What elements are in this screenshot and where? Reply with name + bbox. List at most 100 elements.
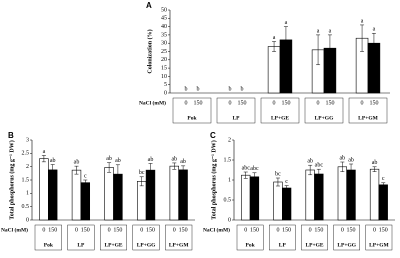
x-tick-label: LP+GM bbox=[169, 242, 189, 248]
error-bar bbox=[371, 32, 376, 54]
significance-letter: abc bbox=[315, 163, 324, 169]
y-tick-label: 0 bbox=[164, 90, 167, 96]
significance-letter: c bbox=[382, 176, 385, 182]
y-tick-label: 0.5 bbox=[22, 204, 30, 210]
y-tick-label: 0.5 bbox=[224, 197, 232, 203]
group-box bbox=[348, 97, 388, 124]
nacl-level-label: 0 bbox=[273, 100, 276, 106]
group-box bbox=[304, 97, 344, 124]
bar bbox=[39, 158, 49, 221]
nacl-level-label: 0 bbox=[309, 227, 312, 233]
error-bar bbox=[272, 41, 277, 52]
error-bar bbox=[308, 164, 313, 176]
error-bar bbox=[107, 162, 112, 173]
x-tick-label: LP+GG bbox=[315, 115, 334, 121]
group-box bbox=[301, 224, 328, 251]
y-tick-label: 35 bbox=[161, 32, 167, 38]
nacl-level-label: 150 bbox=[369, 100, 378, 106]
bar bbox=[104, 167, 114, 221]
error-bar bbox=[275, 177, 280, 187]
bar bbox=[136, 181, 147, 221]
nacl-level-label: 150 bbox=[250, 227, 259, 233]
bar bbox=[273, 181, 283, 221]
y-tick-label: 40 bbox=[161, 24, 167, 30]
significance-letter: c bbox=[84, 173, 87, 179]
bar bbox=[178, 169, 188, 221]
nacl-level-label: 0 bbox=[108, 227, 111, 233]
error-bar bbox=[372, 166, 377, 172]
x-axis-label: NaCl (mM) bbox=[203, 226, 230, 233]
error-bar bbox=[360, 24, 365, 52]
nacl-level-label: 0 bbox=[373, 227, 376, 233]
x-tick-label: LP+GG bbox=[337, 242, 356, 248]
bar bbox=[80, 182, 91, 221]
significance-letter: ab bbox=[348, 157, 354, 163]
group-box bbox=[365, 224, 393, 251]
error-bar bbox=[284, 185, 289, 191]
significance-letter: a bbox=[43, 149, 46, 155]
y-tick-label: 2.5 bbox=[22, 151, 30, 157]
y-tick-label: 1.5 bbox=[224, 157, 232, 163]
y-tick-label: 2 bbox=[26, 164, 29, 170]
y-axis-label: Colonization (%) bbox=[146, 29, 153, 73]
group-box bbox=[34, 224, 62, 251]
significance-letter: a bbox=[373, 27, 376, 33]
x-tick-label: Pok bbox=[44, 242, 54, 248]
panel-label: B bbox=[8, 131, 14, 140]
nacl-level-label: 0 bbox=[229, 100, 232, 106]
nacl-level-label: 0 bbox=[75, 227, 78, 233]
nacl-level-label: 150 bbox=[379, 227, 388, 233]
nacl-level-label: 150 bbox=[193, 100, 202, 106]
significance-letter: ab bbox=[171, 156, 177, 162]
significance-letter: a bbox=[285, 20, 288, 26]
bar bbox=[346, 169, 356, 221]
y-tick-label: 1 bbox=[228, 177, 231, 183]
significance-letter: b bbox=[196, 86, 199, 92]
significance-letter: ab bbox=[106, 156, 112, 162]
nacl-level-label: 150 bbox=[48, 227, 57, 233]
significance-letter: a bbox=[329, 28, 332, 34]
x-tick-label: LP bbox=[279, 242, 287, 248]
significance-letter: b bbox=[240, 86, 243, 92]
group-box bbox=[165, 224, 193, 251]
nacl-level-label: 150 bbox=[314, 227, 323, 233]
bar bbox=[169, 165, 179, 221]
significance-letter: abc bbox=[250, 166, 259, 172]
y-tick-label: 30 bbox=[161, 41, 167, 47]
significance-letter: abc bbox=[242, 165, 251, 171]
bar bbox=[267, 46, 281, 94]
nacl-level-label: 0 bbox=[185, 100, 188, 106]
y-tick-label: 5 bbox=[164, 82, 167, 88]
bar bbox=[281, 187, 292, 221]
x-tick-label: LP+GM bbox=[358, 115, 378, 121]
y-tick-label: 0 bbox=[26, 217, 29, 223]
significance-letter: ab bbox=[50, 158, 56, 164]
nacl-level-label: 150 bbox=[237, 100, 246, 106]
bar bbox=[145, 169, 156, 221]
significance-letter: c bbox=[285, 179, 288, 185]
x-tick-label: LP+GE bbox=[305, 242, 323, 248]
error-bar bbox=[252, 172, 257, 182]
error-bar bbox=[349, 163, 354, 177]
group-box bbox=[236, 224, 264, 251]
significance-letter: ab bbox=[74, 160, 80, 166]
significance-letter: b bbox=[229, 86, 232, 92]
bar bbox=[249, 176, 260, 221]
nacl-level-label: 150 bbox=[347, 227, 356, 233]
significance-letter: b bbox=[185, 86, 188, 92]
significance-letter: bc bbox=[139, 170, 145, 176]
error-bar bbox=[243, 171, 248, 179]
y-tick-label: 50 bbox=[161, 7, 167, 13]
nacl-level-label: 150 bbox=[179, 227, 188, 233]
bar bbox=[241, 174, 251, 221]
error-bar bbox=[139, 176, 144, 187]
error-bar bbox=[316, 34, 321, 66]
nacl-level-label: 150 bbox=[281, 100, 290, 106]
bar bbox=[337, 166, 348, 221]
x-tick-label: LP+GE bbox=[104, 242, 122, 248]
nacl-level-label: 0 bbox=[173, 227, 176, 233]
error-bar bbox=[115, 164, 120, 184]
error-bar bbox=[50, 164, 55, 176]
nacl-level-label: 0 bbox=[276, 227, 279, 233]
group-box bbox=[67, 224, 95, 251]
